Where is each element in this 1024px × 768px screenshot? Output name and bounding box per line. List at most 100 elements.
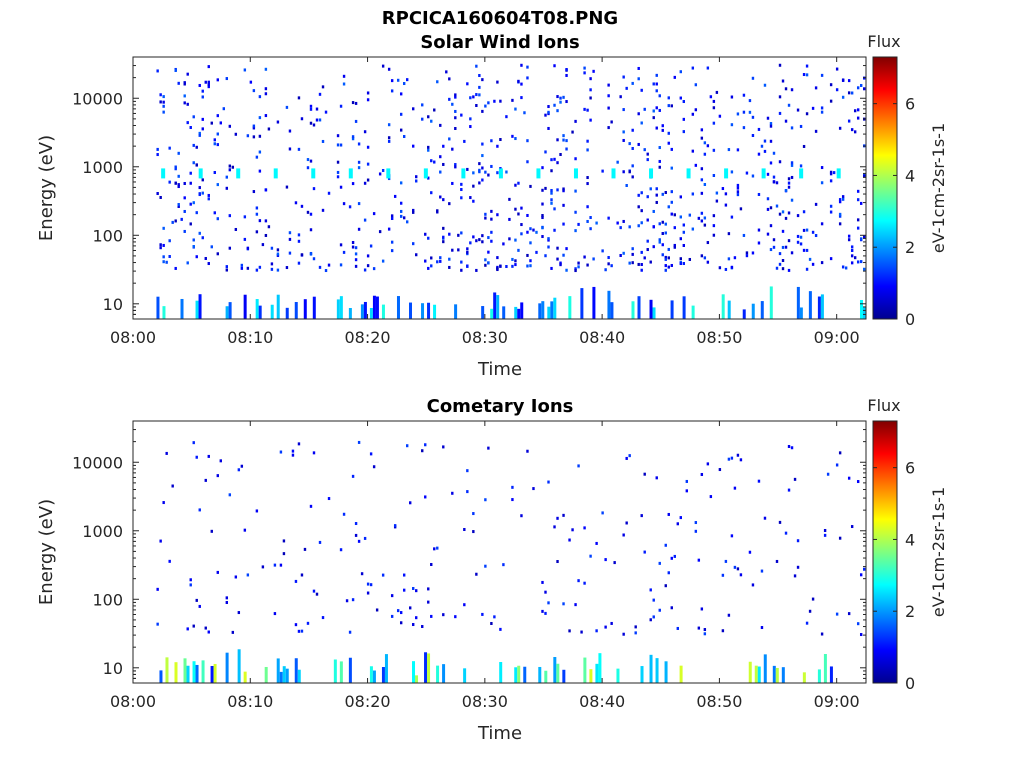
flux-cell — [646, 158, 649, 162]
flux-cell — [541, 216, 544, 220]
flux-cell — [454, 165, 457, 169]
flux-cell — [336, 160, 340, 164]
flux-cell — [240, 464, 244, 468]
flux-cell — [216, 183, 219, 187]
flux-cell — [421, 117, 424, 121]
flux-cell — [493, 292, 497, 319]
flux-cell — [544, 611, 547, 615]
flux-cell — [484, 498, 487, 502]
flux-cell — [189, 171, 192, 175]
flux-cell — [213, 663, 217, 683]
flux-cell — [288, 251, 292, 255]
flux-cell — [213, 211, 216, 215]
flux-cell — [802, 73, 806, 77]
flux-cell — [697, 558, 701, 562]
flux-cell — [787, 211, 791, 215]
flux-cell — [850, 248, 854, 252]
flux-cell — [228, 124, 232, 128]
flux-cell — [574, 210, 577, 214]
flux-cell — [691, 192, 695, 196]
flux-cell — [327, 263, 331, 267]
flux-cell — [201, 89, 204, 93]
flux-cell — [315, 592, 319, 596]
flux-cell — [384, 654, 388, 683]
flux-cell — [466, 247, 469, 251]
flux-cell — [363, 218, 367, 222]
y-tick-label: 1000 — [82, 158, 123, 177]
flux-cell — [805, 112, 809, 116]
flux-cell — [748, 99, 752, 103]
flux-cell — [312, 451, 316, 455]
flux-cell — [430, 562, 433, 566]
flux-cell — [201, 178, 204, 182]
flux-cell — [390, 214, 394, 218]
flux-cell — [351, 245, 355, 249]
flux-cell — [769, 224, 773, 228]
flux-cell — [673, 554, 676, 558]
flux-cell — [393, 194, 397, 198]
flux-cell — [541, 214, 544, 218]
flux-cell — [790, 161, 794, 165]
flux-cell — [643, 550, 646, 554]
flux-cell — [640, 666, 644, 683]
flux-cell — [427, 266, 430, 270]
flux-cell — [183, 181, 186, 185]
flux-cell — [186, 72, 189, 76]
flux-cell — [300, 629, 304, 633]
flux-cell — [736, 567, 740, 571]
flux-cell — [799, 307, 803, 319]
flux-cell — [856, 189, 860, 193]
flux-cell — [757, 192, 761, 196]
flux-cell — [724, 203, 728, 207]
flux-cell — [321, 139, 325, 143]
flux-cell — [454, 95, 457, 99]
flux-cell — [339, 143, 343, 147]
flux-cell — [303, 299, 307, 319]
flux-cell — [667, 256, 670, 260]
flux-cell — [757, 152, 761, 156]
flux-cell — [790, 175, 794, 179]
flux-cell — [454, 615, 457, 619]
flux-cell — [162, 255, 165, 259]
colorbar-tick-label: 4 — [905, 530, 915, 549]
flux-cell — [162, 95, 165, 99]
flux-cell — [649, 260, 652, 264]
flux-cell — [625, 183, 628, 187]
flux-cell — [556, 95, 559, 99]
flux-cell — [589, 669, 593, 683]
flux-cell — [559, 263, 562, 267]
flux-cell — [736, 148, 740, 152]
flux-cell — [442, 198, 445, 202]
flux-cell — [499, 99, 502, 103]
band-cell — [161, 168, 166, 179]
flux-cell — [607, 94, 610, 98]
flux-cell — [517, 212, 520, 216]
flux-cell — [243, 294, 247, 319]
flux-cell — [658, 94, 661, 98]
flux-cell — [297, 233, 301, 237]
colorbar-tick-label: 2 — [905, 238, 915, 257]
flux-cell — [577, 265, 580, 269]
flux-cell — [790, 126, 794, 130]
flux-cell — [622, 533, 625, 537]
flux-cell — [664, 255, 667, 259]
flux-cell — [505, 265, 508, 269]
flux-cell — [820, 222, 824, 226]
flux-cell — [781, 259, 785, 263]
flux-cell — [517, 665, 521, 683]
x-tick-label: 08:40 — [579, 692, 625, 711]
flux-cell — [784, 245, 788, 249]
flux-cell — [294, 623, 298, 627]
flux-cell — [288, 147, 292, 151]
flux-cell — [550, 198, 553, 202]
flux-cell — [607, 106, 610, 110]
flux-cell — [520, 223, 523, 227]
flux-cell — [766, 232, 770, 236]
y-tick-label: 1000 — [82, 522, 123, 541]
flux-cell — [424, 495, 427, 499]
flux-cell — [673, 213, 676, 217]
band-cell — [273, 168, 278, 179]
flux-cell — [442, 235, 445, 239]
flux-cell — [475, 104, 478, 108]
flux-cell — [366, 145, 370, 149]
